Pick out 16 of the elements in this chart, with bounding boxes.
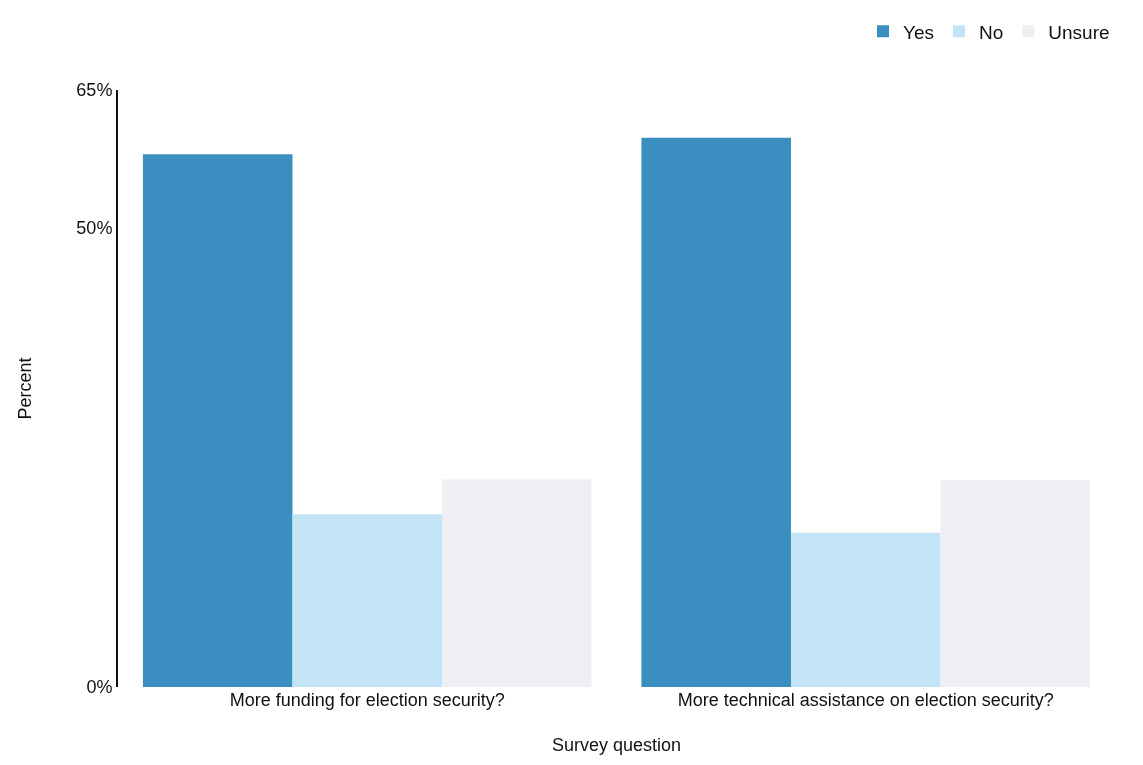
legend-label: No <box>979 21 1004 43</box>
y-tick-label: 0% <box>86 677 113 698</box>
x-tick-label: More technical assistance on election security? <box>677 690 1054 710</box>
legend-label: Unsure <box>1048 21 1110 43</box>
bar <box>442 479 592 687</box>
legend-label: Yes <box>903 21 934 43</box>
x-tick-label: More funding for election security? <box>229 690 505 710</box>
y-axis-title: Percent <box>15 357 36 420</box>
bar <box>790 532 941 687</box>
bar <box>940 480 1091 687</box>
bar <box>142 154 293 687</box>
y-tick-label: 50% <box>76 218 113 239</box>
bar <box>641 137 791 687</box>
x-axis-title: Survey question <box>551 735 682 755</box>
y-tick-label: 65% <box>76 80 113 101</box>
bar <box>292 514 443 687</box>
